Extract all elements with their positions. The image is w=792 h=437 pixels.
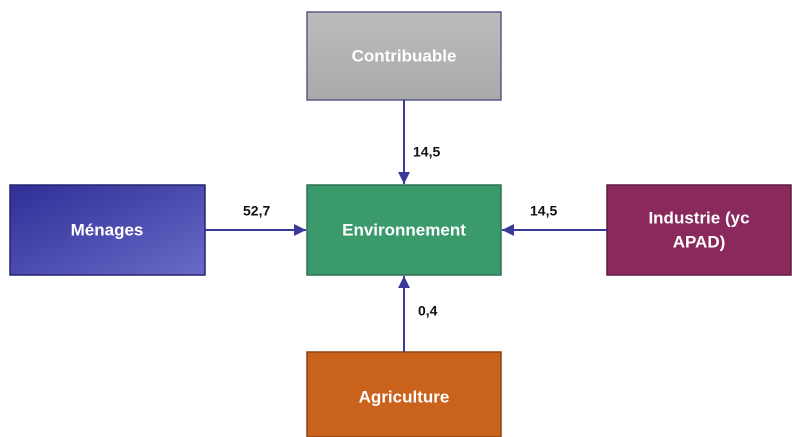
node-label: Industrie (yc: [648, 208, 749, 227]
node-label: Environnement: [342, 220, 466, 239]
node-box: [306, 351, 502, 437]
edge-label: 0,4: [418, 303, 438, 319]
edge-label: 14,5: [413, 144, 440, 160]
edge-label: 14,5: [530, 203, 557, 219]
node-label: Ménages: [71, 220, 144, 239]
edge-label: 52,7: [243, 203, 270, 219]
node-box: [306, 184, 502, 276]
node-label: Agriculture: [359, 387, 450, 406]
node-box: [306, 11, 502, 101]
node-label: APAD): [673, 232, 726, 251]
node-label: Contribuable: [352, 46, 457, 65]
node-box: [606, 184, 792, 276]
node-box: [9, 184, 206, 276]
